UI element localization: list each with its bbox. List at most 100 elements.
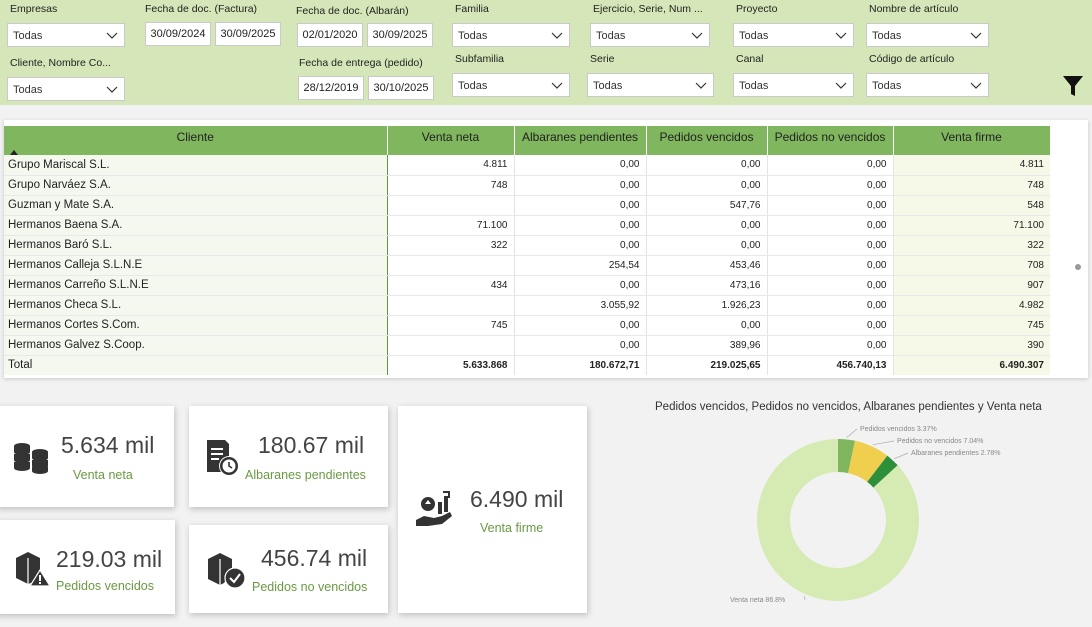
codigo-articulo-dropdown[interactable]: Todas xyxy=(866,73,989,97)
cell-albaranes: 0,00 xyxy=(514,275,647,296)
column-header-albaranes[interactable]: Albaranes pendientes xyxy=(514,126,647,155)
filter-label-cliente: Cliente, Nombre Co... xyxy=(10,57,111,69)
table-header-row: Cliente Venta neta Albaranes pendientes … xyxy=(4,126,1051,155)
table-total-row: Total 5.633.868 180.672,71 219.025,65 456.74… xyxy=(4,355,1050,375)
donut-slice-pedidos-no-vencidos[interactable] xyxy=(848,440,888,482)
filter-label-proyecto: Proyecto xyxy=(736,3,778,15)
table-row[interactable]: Hermanos Galvez S.Coop. 0,00 389,96 0,00 390 xyxy=(4,335,1050,356)
table-row[interactable]: Guzman y Mate S.A. 0,00 547,76 0,00 548 xyxy=(4,195,1050,216)
filter-label-nombre-articulo: Nombre de artículo xyxy=(869,3,959,15)
clientes-table-card: Cliente Venta neta Albaranes pendientes … xyxy=(4,120,1088,378)
familia-dropdown[interactable]: Todas xyxy=(452,23,570,47)
table-row[interactable]: Hermanos Calleja S.L.N.E 254,54 453,46 0,00… xyxy=(4,255,1050,276)
codigo-articulo-value: Todas xyxy=(872,80,902,92)
cell-venta-neta xyxy=(387,335,515,356)
cell-no-vencidos: 0,00 xyxy=(767,175,894,196)
cell-venta-firme: 4.982 xyxy=(893,295,1050,316)
subfamilia-dropdown[interactable]: Todas xyxy=(452,73,570,97)
cell-cliente: Hermanos Baena S.A. xyxy=(4,215,388,236)
filter-label-subfamilia: Subfamilia xyxy=(455,53,505,65)
fecha-entrega-from-input[interactable]: 28/12/2019 xyxy=(298,76,364,100)
donut-slice-pedidos-vencidos[interactable] xyxy=(838,439,856,474)
table-row[interactable]: Hermanos Baena S.A. 71.100 0,00 0,00 0,00 71.… xyxy=(4,215,1050,236)
empresas-value: Todas xyxy=(13,30,43,42)
table-row[interactable]: Hermanos Checa S.L. 3.055,92 1.926,23 0,00 4… xyxy=(4,295,1050,316)
donut-slice-label: Albaranes pendientes 2.78% xyxy=(911,450,1001,457)
cell-venta-firme: 4.811 xyxy=(893,155,1050,176)
cell-vencidos: 0,00 xyxy=(646,175,768,196)
donut-slice-venta-neta[interactable] xyxy=(757,439,919,601)
table-row[interactable]: Grupo Narváez S.A. 748 0,00 0,00 0,00 748 xyxy=(4,175,1050,196)
kpi-label: Venta neta xyxy=(73,468,133,482)
cell-no-vencidos: 0,00 xyxy=(767,215,894,236)
cell-total-vencidos: 219.025,65 xyxy=(646,355,768,375)
cell-vencidos: 547,76 xyxy=(646,195,768,216)
fecha-albaran-from-input[interactable]: 02/01/2020 xyxy=(297,23,363,47)
cell-vencidos: 0,00 xyxy=(646,215,768,236)
cell-vencidos: 0,00 xyxy=(646,235,768,256)
cell-total-venta-neta: 5.633.868 xyxy=(387,355,515,375)
cell-vencidos: 0,00 xyxy=(646,315,768,336)
ejercicio-dropdown[interactable]: Todas xyxy=(590,23,710,47)
serie-value: Todas xyxy=(593,80,623,92)
column-header-vencidos[interactable]: Pedidos vencidos xyxy=(646,126,768,155)
table-row[interactable]: Hermanos Cortes S.Com. 745 0,00 0,00 0,00 745 xyxy=(4,315,1050,336)
kpi-card-vencidos: 219.03 mil Pedidos vencidos xyxy=(0,520,175,614)
cliente-dropdown[interactable]: Todas xyxy=(7,77,125,101)
cell-cliente: Hermanos Checa S.L. xyxy=(4,295,388,316)
kpi-label: Pedidos vencidos xyxy=(56,579,154,593)
cell-no-vencidos: 0,00 xyxy=(767,195,894,216)
cell-no-vencidos: 0,00 xyxy=(767,295,894,316)
table-row[interactable]: Hermanos Carreño S.L.N.E 434 0,00 473,16 0,0… xyxy=(4,275,1050,296)
donut-slice-albaranes-pendientes[interactable] xyxy=(867,455,898,488)
chevron-down-icon xyxy=(551,82,563,89)
cell-cliente: Grupo Narváez S.A. xyxy=(4,175,388,196)
filter-label-empresas: Empresas xyxy=(10,3,58,15)
column-header-no-vencidos[interactable]: Pedidos no vencidos xyxy=(767,126,894,155)
column-header-venta-firme[interactable]: Venta firme xyxy=(893,126,1051,155)
cell-no-vencidos: 0,00 xyxy=(767,155,894,176)
canal-dropdown[interactable]: Todas xyxy=(733,73,854,97)
cell-vencidos: 453,46 xyxy=(646,255,768,276)
cell-albaranes: 0,00 xyxy=(514,215,647,236)
fecha-albaran-to-input[interactable]: 30/09/2025 xyxy=(367,23,433,47)
cell-no-vencidos: 0,00 xyxy=(767,315,894,336)
chevron-down-icon xyxy=(970,32,982,39)
empresas-dropdown[interactable]: Todas xyxy=(7,23,125,47)
cell-venta-neta xyxy=(387,255,515,276)
fecha-factura-to-input[interactable]: 30/09/2025 xyxy=(215,22,281,46)
cell-vencidos: 0,00 xyxy=(646,155,768,176)
fecha-factura-from-input[interactable]: 30/09/2024 xyxy=(145,22,211,46)
table-row[interactable]: Hermanos Baró S.L. 322 0,00 0,00 0,00 322 xyxy=(4,235,1050,256)
cell-venta-neta: 748 xyxy=(387,175,515,196)
table-row[interactable]: Grupo Mariscal S.L. 4.811 0,00 0,00 0,00 4.81… xyxy=(4,155,1050,176)
kpi-card-no-vencidos: 456.74 mil Pedidos no vencidos xyxy=(189,525,388,613)
filter-label-fecha-entrega: Fecha de entrega (pedido) xyxy=(299,57,423,69)
cell-albaranes: 0,00 xyxy=(514,155,647,176)
cell-total-albaranes: 180.672,71 xyxy=(514,355,647,375)
cell-total-venta-firme: 6.490.307 xyxy=(893,355,1050,375)
column-header-cliente[interactable]: Cliente xyxy=(4,126,388,155)
scrollbar-thumb[interactable] xyxy=(1075,264,1081,270)
cell-venta-firme: 708 xyxy=(893,255,1050,276)
cell-venta-firme: 548 xyxy=(893,195,1050,216)
box-warning-icon xyxy=(16,552,50,587)
column-header-venta-neta[interactable]: Venta neta xyxy=(387,126,515,155)
cell-cliente: Grupo Mariscal S.L. xyxy=(4,155,388,176)
cell-albaranes: 0,00 xyxy=(514,235,647,256)
cell-albaranes: 0,00 xyxy=(514,175,647,196)
donut-slice-label: Pedidos vencidos 3.37% xyxy=(860,426,937,433)
kpi-card-venta-firme: 6.490 mil Venta firme xyxy=(398,406,587,613)
cell-vencidos: 473,16 xyxy=(646,275,768,296)
filter-label-fecha-albaran: Fecha de doc. (Albarán) xyxy=(296,5,409,17)
fecha-entrega-to-input[interactable]: 30/10/2025 xyxy=(368,76,434,100)
cell-cliente: Hermanos Calleja S.L.N.E xyxy=(4,255,388,276)
filter-label-fecha-factura: Fecha de doc. (Factura) xyxy=(145,3,258,15)
filter-funnel-icon[interactable] xyxy=(1062,74,1084,98)
filter-label-familia: Familia xyxy=(455,3,489,15)
proyecto-dropdown[interactable]: Todas xyxy=(733,23,854,47)
nombre-articulo-dropdown[interactable]: Todas xyxy=(866,23,989,47)
serie-dropdown[interactable]: Todas xyxy=(587,73,714,97)
cell-venta-neta: 745 xyxy=(387,315,515,336)
cell-venta-neta: 434 xyxy=(387,275,515,296)
